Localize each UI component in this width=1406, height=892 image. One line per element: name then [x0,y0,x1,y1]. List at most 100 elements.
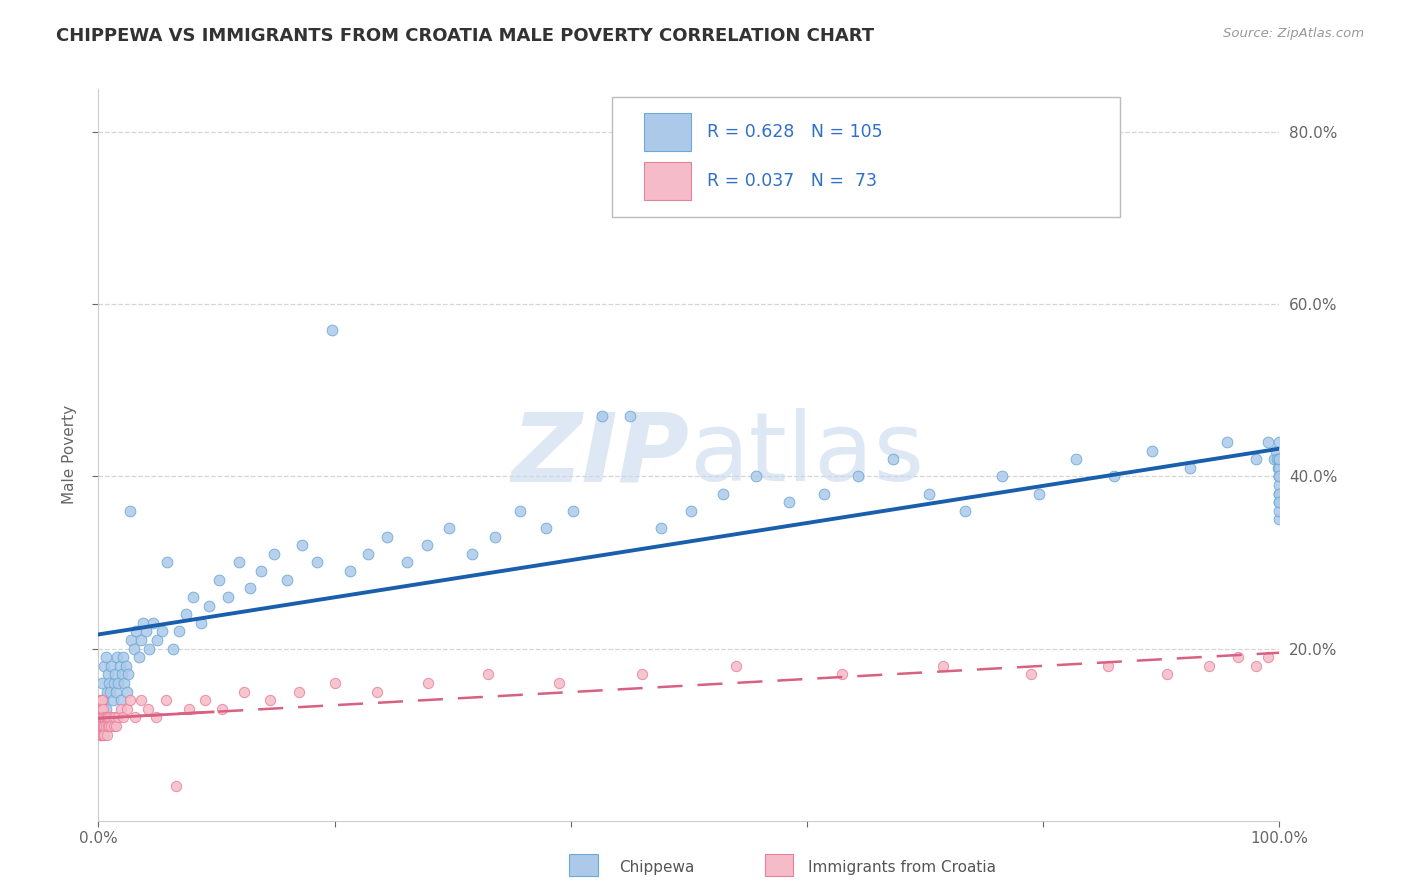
Bar [644,113,692,152]
Point [375,530,398,544]
Point [1257,435,1279,450]
Point [142,615,165,630]
Point [138,641,160,656]
Point [100,719,122,733]
Point [91,676,114,690]
Point [1244,658,1267,673]
Point [290,538,312,552]
Point [534,521,557,535]
Point [194,693,217,707]
Point [91,728,114,742]
Point [918,486,941,500]
Point [110,693,132,707]
Point [179,702,201,716]
Point [1028,486,1050,500]
Point [91,710,114,724]
Point [1268,478,1291,492]
Point [1097,658,1119,673]
Point [1268,452,1291,467]
Point [778,495,800,509]
Point [98,676,121,690]
Point [122,641,145,656]
Point [90,728,112,742]
Point [91,702,114,716]
Point [89,710,111,724]
Point [90,719,112,733]
Point [813,486,835,500]
Point [416,538,439,552]
Text: R = 0.628   N = 105: R = 0.628 N = 105 [707,123,883,141]
Point [339,564,361,578]
Point [650,521,672,535]
Bar [644,162,692,201]
Point [91,728,114,742]
Point [108,658,131,673]
Point [1265,452,1288,467]
Point [1264,443,1286,458]
Point [548,676,571,690]
Point [1268,512,1291,526]
Point [167,624,190,639]
Point [250,564,273,578]
Point [630,667,652,681]
Point [276,573,298,587]
Point [89,710,111,724]
Point [97,667,120,681]
Point [263,547,285,561]
Text: Chippewa: Chippewa [619,860,695,874]
Point [1268,452,1291,467]
Point [1268,435,1291,450]
Text: Immigrants from Croatia: Immigrants from Croatia [808,860,997,874]
Point [112,710,135,724]
Bar [765,854,793,876]
Point [395,556,418,570]
Point [114,658,136,673]
Point [91,719,114,733]
Point [91,693,114,707]
Point [416,676,439,690]
Point [357,547,380,561]
Point [437,521,460,535]
Point [100,658,122,673]
Point [111,667,134,681]
Point [1244,452,1267,467]
Point [591,409,613,424]
Point [89,719,111,733]
Point [1066,452,1088,467]
Point [1257,650,1279,665]
Point [217,590,239,604]
Point [1021,667,1043,681]
Point [90,693,112,707]
Point [96,684,118,698]
Point [1198,658,1220,673]
Point [991,469,1014,483]
Bar [569,854,598,876]
Point [90,710,112,724]
Point [91,693,114,707]
Point [103,719,125,733]
Text: atlas: atlas [689,409,924,501]
Point [96,728,118,742]
Point [165,779,187,793]
Point [190,615,212,630]
Point [1102,469,1125,483]
Point [932,658,955,673]
Point [107,710,129,724]
Point [96,710,118,724]
Point [94,702,117,716]
Point [846,469,869,483]
Y-axis label: Male Poverty: Male Poverty [62,405,77,505]
Point [1267,460,1289,475]
Point [104,710,127,724]
Point [681,504,703,518]
Point [89,702,111,716]
Point [1268,504,1291,518]
Point [509,504,531,518]
Point [174,607,197,621]
Point [110,702,132,716]
Point [146,632,169,647]
Point [91,719,114,733]
Text: ZIP: ZIP [510,409,689,501]
Point [1268,469,1291,483]
Point [305,556,328,570]
